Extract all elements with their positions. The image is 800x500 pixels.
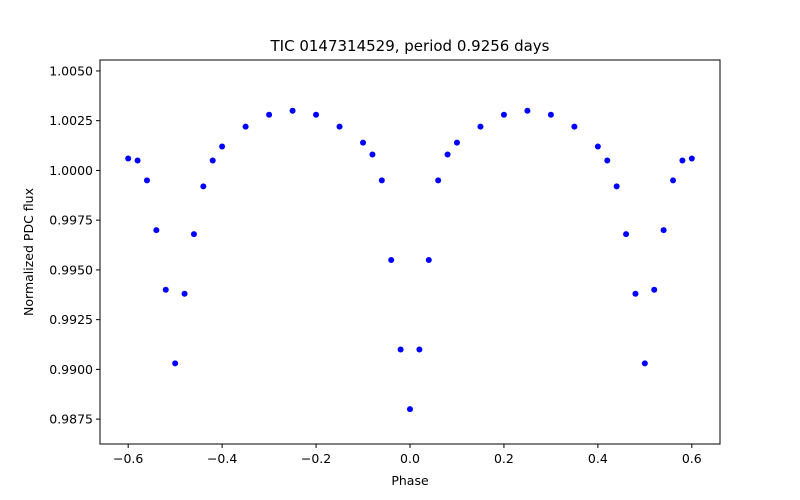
data-point: [623, 231, 630, 238]
data-point: [388, 256, 395, 263]
x-tick-label: 0.0: [400, 451, 420, 466]
data-point: [143, 177, 150, 184]
data-point: [453, 139, 460, 146]
data-point: [200, 183, 207, 190]
data-point: [444, 151, 451, 158]
data-point: [378, 177, 385, 184]
y-tick-label: 0.9900: [49, 362, 93, 377]
data-point: [134, 157, 141, 164]
data-point: [336, 123, 343, 130]
data-point: [181, 290, 188, 297]
data-point: [266, 111, 273, 118]
y-tick-label: 1.0025: [49, 113, 93, 128]
x-tick-label: −0.6: [113, 451, 143, 466]
data-points: [125, 107, 695, 413]
data-point: [397, 346, 404, 353]
plot-background: [100, 60, 720, 444]
data-point: [172, 360, 179, 367]
data-point: [594, 143, 601, 150]
data-point: [524, 107, 531, 114]
data-point: [670, 177, 677, 184]
data-point: [125, 155, 132, 162]
data-point: [613, 183, 620, 190]
data-point: [209, 157, 216, 164]
chart-title: TIC 0147314529, period 0.9256 days: [269, 37, 549, 55]
x-tick-label: 0.4: [588, 451, 608, 466]
data-point: [289, 107, 296, 114]
data-point: [435, 177, 442, 184]
data-point: [688, 155, 695, 162]
data-point: [153, 227, 160, 234]
y-tick-label: 0.9975: [49, 213, 93, 228]
data-point: [313, 111, 320, 118]
y-tick-label: 0.9925: [49, 312, 93, 327]
data-point: [500, 111, 507, 118]
x-axis-ticks: −0.6 −0.4 −0.2 0.0 0.2 0.4 0.6: [113, 444, 702, 466]
data-point: [641, 360, 648, 367]
data-point: [571, 123, 578, 130]
data-point: [679, 157, 686, 164]
data-point: [477, 123, 484, 130]
y-tick-label: 0.9875: [49, 412, 93, 427]
x-tick-label: 0.2: [494, 451, 514, 466]
data-point: [219, 143, 226, 150]
data-point: [416, 346, 423, 353]
data-point: [660, 227, 667, 234]
data-point: [162, 286, 169, 293]
x-tick-label: 0.6: [682, 451, 702, 466]
data-point: [360, 139, 367, 146]
x-tick-label: −0.2: [301, 451, 331, 466]
y-tick-label: 0.9950: [49, 262, 93, 277]
y-tick-label: 1.0000: [49, 163, 93, 178]
data-point: [190, 231, 197, 238]
data-point: [369, 151, 376, 158]
data-point: [651, 286, 658, 293]
data-point: [242, 123, 249, 130]
y-axis-ticks: 0.9875 0.9900 0.9925 0.9950 0.9975 1.0000 1.00…: [49, 63, 100, 427]
x-axis-label: Phase: [391, 473, 429, 488]
data-point: [547, 111, 554, 118]
y-tick-label: 1.0050: [49, 63, 93, 78]
data-point: [604, 157, 611, 164]
data-point: [632, 290, 639, 297]
data-point: [425, 256, 432, 263]
x-tick-label: −0.4: [207, 451, 237, 466]
y-axis-label: Normalized PDC flux: [21, 188, 36, 316]
data-point: [407, 406, 413, 413]
